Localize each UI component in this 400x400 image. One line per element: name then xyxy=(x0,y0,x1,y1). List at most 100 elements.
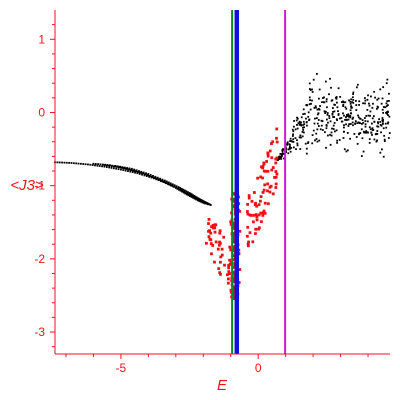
data-point xyxy=(382,86,385,89)
data-point xyxy=(163,179,166,182)
data-point xyxy=(347,118,350,121)
data-point xyxy=(376,105,379,108)
data-point xyxy=(305,104,308,107)
data-point xyxy=(270,142,273,145)
data-point xyxy=(371,117,374,120)
data-point xyxy=(292,146,295,149)
data-point xyxy=(179,187,182,189)
data-point xyxy=(262,169,266,173)
data-point xyxy=(289,150,292,153)
data-point xyxy=(302,120,305,123)
data-point xyxy=(296,124,298,126)
data-point xyxy=(270,168,274,172)
data-point xyxy=(150,175,153,178)
data-point xyxy=(330,86,332,89)
data-point xyxy=(218,231,222,235)
data-point xyxy=(367,94,369,97)
data-point xyxy=(333,110,336,113)
data-point xyxy=(366,98,369,101)
data-point xyxy=(330,99,333,102)
data-point xyxy=(161,178,164,181)
data-point xyxy=(368,104,371,107)
data-point xyxy=(170,184,173,187)
data-point xyxy=(387,114,390,117)
data-point xyxy=(323,96,325,99)
data-point xyxy=(343,114,345,117)
data-point xyxy=(232,199,236,203)
data-point xyxy=(321,97,324,99)
data-point xyxy=(291,135,294,137)
data-point xyxy=(370,95,372,98)
data-point xyxy=(138,173,141,175)
data-point xyxy=(380,102,383,105)
data-point xyxy=(305,147,308,150)
data-point xyxy=(388,132,391,134)
data-point xyxy=(182,188,185,191)
data-point xyxy=(326,112,329,114)
data-point xyxy=(342,130,345,133)
data-point xyxy=(257,226,261,230)
data-point xyxy=(310,102,312,105)
data-point xyxy=(259,195,263,199)
data-point xyxy=(352,101,355,104)
data-point xyxy=(350,112,353,115)
data-point xyxy=(358,104,360,106)
data-point xyxy=(342,103,345,106)
y-axis-ticks: 1 0 -1 -2 -3 xyxy=(34,24,55,348)
y-axis-title: <J3> xyxy=(10,177,44,194)
data-point xyxy=(313,107,316,109)
data-point xyxy=(210,252,213,256)
data-point xyxy=(114,164,117,167)
data-point xyxy=(388,100,390,102)
data-point xyxy=(254,201,257,205)
data-point xyxy=(361,137,364,140)
data-point xyxy=(246,225,250,229)
data-point xyxy=(281,153,284,155)
data-point xyxy=(294,128,297,131)
data-point xyxy=(175,185,178,188)
data-point xyxy=(210,225,213,229)
data-point xyxy=(209,204,212,206)
data-point xyxy=(300,123,302,126)
data-point xyxy=(349,109,352,112)
data-point xyxy=(246,212,250,216)
data-point xyxy=(385,82,388,85)
data-point xyxy=(388,92,390,95)
data-point xyxy=(349,102,352,105)
data-point xyxy=(79,162,82,165)
data-point xyxy=(386,100,389,103)
data-point xyxy=(89,163,92,166)
data-point xyxy=(321,129,324,131)
data-point xyxy=(152,176,155,179)
data-point xyxy=(259,175,263,179)
data-point xyxy=(357,121,360,124)
data-point xyxy=(305,117,307,120)
data-point xyxy=(175,186,178,189)
data-point xyxy=(209,242,213,245)
data-point xyxy=(152,174,154,177)
data-point xyxy=(340,101,343,104)
data-point xyxy=(372,102,374,105)
data-point xyxy=(332,111,334,113)
data-point xyxy=(316,140,319,143)
data-point xyxy=(254,227,258,231)
data-point xyxy=(287,152,290,155)
data-point xyxy=(318,108,321,111)
data-point xyxy=(360,123,363,125)
data-point xyxy=(365,130,368,132)
data-point xyxy=(356,142,359,145)
data-point xyxy=(369,110,372,113)
data-point xyxy=(331,127,333,130)
data-point xyxy=(377,121,379,124)
data-point xyxy=(385,111,388,114)
vertical-lines xyxy=(231,10,287,354)
data-point xyxy=(381,117,384,119)
data-point xyxy=(335,129,338,132)
data-point xyxy=(346,149,349,152)
data-point xyxy=(214,240,218,244)
data-point xyxy=(331,113,334,116)
data-point xyxy=(190,196,193,198)
data-point xyxy=(364,117,366,119)
data-point xyxy=(122,169,125,171)
data-point xyxy=(367,131,369,134)
